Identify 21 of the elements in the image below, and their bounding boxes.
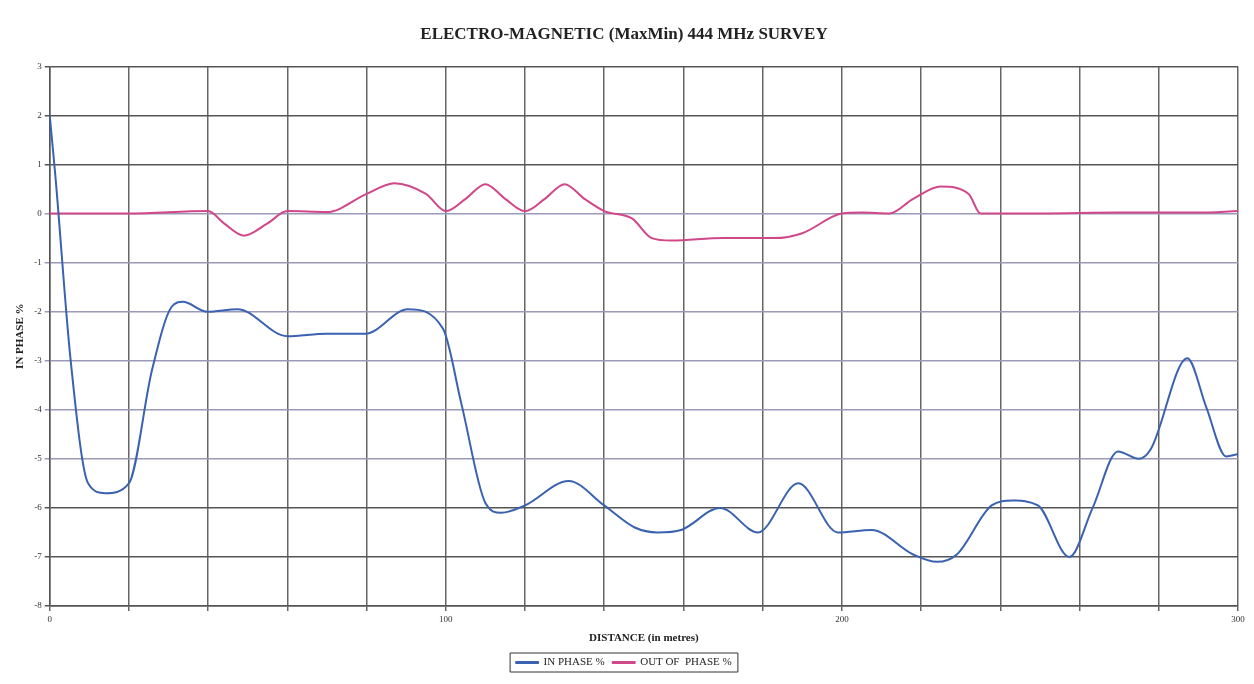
y-tick-label: -2 — [34, 306, 42, 317]
y-tick-label: 1 — [37, 158, 42, 169]
y-tick-label: 0 — [37, 207, 43, 218]
x-tick-label: 0 — [47, 613, 53, 624]
y-tick-label: -6 — [34, 502, 43, 513]
y-tick-label: 2 — [37, 109, 42, 120]
y-tick-label: 3 — [37, 60, 43, 71]
legend-label: IN PHASE % — [543, 655, 605, 668]
x-tick-label: 200 — [835, 613, 850, 624]
legend-label: OUT OF PHASE % — [640, 655, 732, 668]
chart-title: ELECTRO-MAGNETIC (MaxMin) 444 MHz SURVEY — [420, 23, 828, 43]
y-tick-label: -3 — [34, 355, 43, 366]
y-tick-label: -8 — [34, 600, 43, 611]
y-axis-title: IN PHASE % — [13, 303, 26, 369]
y-tick-label: -7 — [34, 551, 43, 562]
x-axis-title: DISTANCE (in metres) — [589, 631, 699, 645]
y-tick-label: -4 — [34, 404, 43, 415]
x-tick-label: 100 — [439, 613, 454, 624]
x-tick-label: 300 — [1231, 613, 1246, 624]
y-tick-label: -1 — [34, 256, 42, 267]
y-tick-label: -5 — [34, 453, 43, 464]
